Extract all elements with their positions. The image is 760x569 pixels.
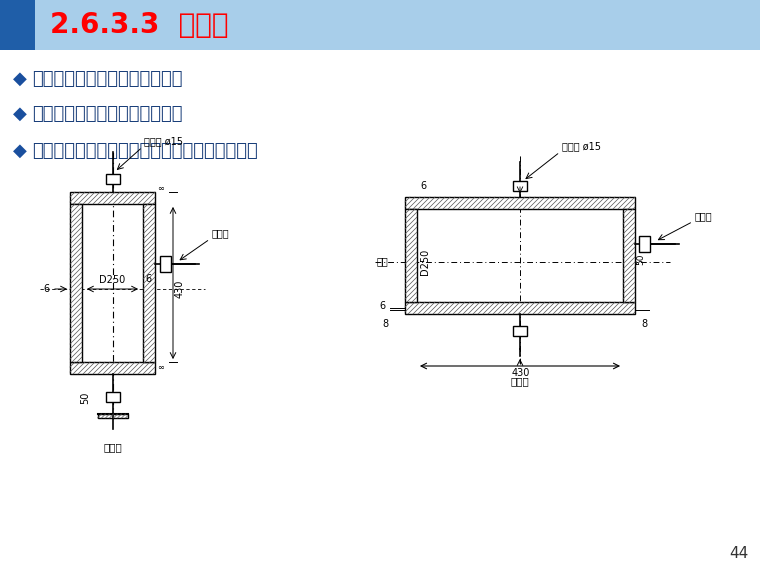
Text: ◆: ◆ [13,70,27,88]
Bar [0,0,35,50]
Text: D250: D250 [420,249,430,275]
Text: 50: 50 [81,392,90,404]
Text: 44: 44 [729,546,748,561]
Bar [623,209,635,302]
Text: 放气管 ø15: 放气管 ø15 [562,141,601,151]
Text: 6: 6 [379,301,385,311]
Text: 分离、积聚和排除系统内的空气: 分离、积聚和排除系统内的空气 [32,70,182,88]
Bar [405,209,417,302]
Text: ：口: ：口 [377,257,389,266]
Bar [97,414,128,418]
Text: 6: 6 [44,284,50,294]
Text: 出水口: 出水口 [103,442,122,452]
Bar [0,0,760,50]
Text: 位置：管道的高点和设备的上方: 位置：管道的高点和设备的上方 [32,105,182,123]
Bar [405,302,635,314]
Text: ◆: ◆ [13,105,27,123]
Text: 放气管 ø15: 放气管 ø15 [144,136,183,146]
Text: D250: D250 [100,275,125,285]
Bar [160,256,171,272]
Text: 进水口: 进水口 [212,228,230,238]
Bar [639,236,650,251]
Text: 8: 8 [382,319,388,329]
Text: 430: 430 [512,368,530,378]
Text: 进水口: 进水口 [695,212,713,221]
Bar [70,204,82,362]
Bar [513,326,527,336]
Text: ◆: ◆ [13,142,27,160]
Text: 集气罐用短钙管两端封堵制成。立式和卧式之分: 集气罐用短钙管两端封堵制成。立式和卧式之分 [32,142,258,160]
Bar [35,0,760,50]
Text: 8: 8 [641,319,647,329]
Text: 6: 6 [420,181,426,191]
Bar [70,192,155,204]
Bar [70,362,155,374]
Bar [405,197,635,209]
Bar [106,174,119,184]
Bar [513,181,527,191]
Text: 50: 50 [636,254,645,265]
Text: ∞: ∞ [157,184,164,193]
Text: 出水口: 出水口 [511,376,530,386]
Bar [143,204,155,362]
Text: 430: 430 [175,280,185,298]
Text: ∞: ∞ [157,363,164,372]
Text: 2.6.3.3  集气罐: 2.6.3.3 集气罐 [50,11,229,39]
Bar [106,392,119,402]
Text: 6: 6 [145,274,151,284]
